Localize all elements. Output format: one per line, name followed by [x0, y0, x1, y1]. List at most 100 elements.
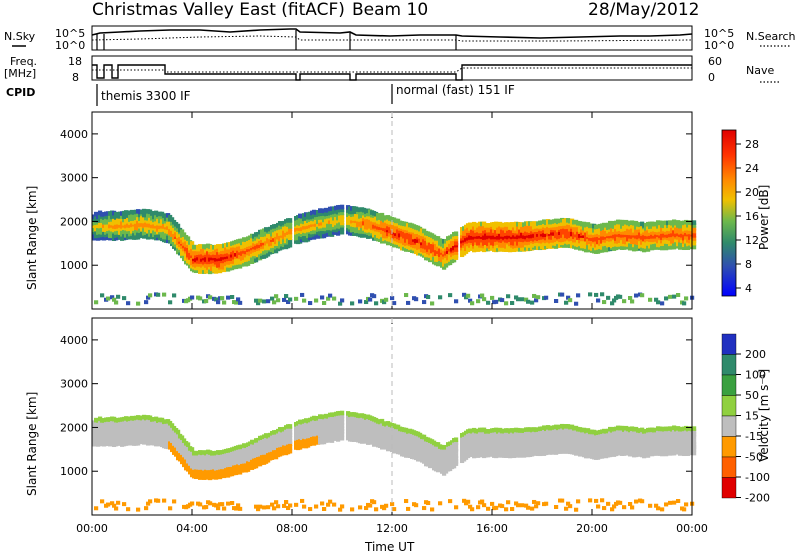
power-cell [266, 299, 270, 303]
power-cell [288, 218, 292, 223]
velocity-cell [422, 506, 426, 510]
power-cell [466, 294, 470, 298]
velocity-cell [204, 505, 208, 509]
power-cell [106, 297, 110, 301]
power-cell [284, 294, 288, 298]
power-cell [536, 295, 540, 299]
power-heatmap [92, 205, 696, 306]
power-cell [238, 301, 242, 305]
velocity-cell [144, 506, 148, 510]
velocity-cell [236, 503, 240, 507]
power-cell [668, 295, 672, 299]
freq-panel: Freq. [MHz] 18 8 60 0 Nave [4, 55, 780, 84]
velocity-cell [532, 500, 536, 504]
power-cell [606, 296, 610, 300]
power-cell [94, 300, 98, 304]
velocity-cell [454, 437, 458, 442]
nsearch-tick-bottom: 10^0 [704, 39, 734, 52]
power-cell [486, 301, 490, 305]
velocity-heatmap [92, 411, 696, 512]
velocity-cell [302, 505, 306, 509]
power-cell [480, 294, 484, 298]
power-cell [328, 294, 332, 298]
velocity-cell [368, 504, 372, 508]
nsky-label: N.Sky [4, 30, 36, 43]
nsky-panel: N.Sky 10^5 10^0 10^5 10^0 N.Search [4, 26, 796, 52]
power-cell [530, 301, 534, 305]
power-cell [216, 300, 220, 304]
velocity-cell [314, 505, 318, 509]
power-cell [208, 295, 212, 299]
velocity-cell [226, 502, 230, 506]
power-cell [340, 230, 344, 235]
beam-label: Beam 10 [352, 0, 428, 20]
velocity-cell [308, 507, 312, 511]
velocity-cell [288, 503, 292, 507]
power-cell [156, 293, 160, 297]
cpid-mode-1: themis 3300 IF [101, 89, 191, 103]
power-cell [288, 297, 292, 301]
velocity-cell [230, 501, 234, 505]
power-cell [340, 298, 344, 302]
power-cell [168, 300, 172, 304]
power-cell [426, 295, 430, 299]
velocity-cell [270, 503, 274, 507]
y-tick-label: 2000 [60, 215, 88, 228]
velocity-cell [208, 501, 212, 505]
velocity-cell [454, 453, 458, 458]
power-cell [372, 294, 376, 298]
velocity-cell [282, 504, 286, 508]
velocity-cell [358, 505, 362, 509]
power-cell [600, 292, 604, 296]
power-cell [454, 231, 458, 236]
velocity-cell [392, 507, 396, 511]
velocity-cell [374, 507, 378, 511]
power-cell [314, 299, 318, 303]
power-cell [438, 295, 442, 299]
velocity-cell [276, 504, 280, 508]
power-cell [634, 294, 638, 298]
power-cell [490, 296, 494, 300]
power-cell [126, 301, 130, 305]
power-cell [448, 293, 452, 297]
power-cell [506, 294, 510, 298]
power-cell [482, 297, 486, 301]
power-cell [588, 292, 592, 296]
nsky-trace [92, 29, 692, 38]
velocity-cell [284, 500, 288, 504]
power-cell [144, 300, 148, 304]
power-cell [116, 295, 120, 299]
velocity-cell [530, 507, 534, 511]
power-cell [594, 293, 598, 297]
nsky-tick-bottom: 10^0 [55, 39, 85, 52]
power-cell [340, 205, 344, 210]
velocity-cell [340, 504, 344, 508]
velocity-cell [198, 502, 202, 506]
velocity-cell [454, 505, 458, 509]
power-cell [222, 301, 226, 305]
velocity-cell [500, 504, 504, 508]
velocity-cell [430, 507, 434, 511]
velocity-cell [466, 500, 470, 504]
power-cell [656, 300, 660, 304]
velocity-cell [148, 499, 152, 503]
power-cell [640, 293, 644, 297]
power-cell [300, 293, 304, 297]
power-cell [692, 220, 696, 225]
cpid-label: CPID [6, 86, 35, 99]
velocity-cell [482, 503, 486, 507]
figure-title: Christmas Valley East (fitACF) [92, 0, 345, 20]
velocity-cell [350, 507, 354, 511]
power-cell [568, 298, 572, 302]
velocity-cell [106, 503, 110, 507]
velocity-cell [504, 507, 508, 511]
velocity-cell [438, 501, 442, 505]
power-cell [618, 295, 622, 299]
power-cell [230, 295, 234, 299]
power-cell [282, 298, 286, 302]
velocity-cell [176, 430, 180, 435]
power-cell [676, 293, 680, 297]
velocity-cell [328, 500, 332, 504]
power-cell [136, 302, 140, 306]
